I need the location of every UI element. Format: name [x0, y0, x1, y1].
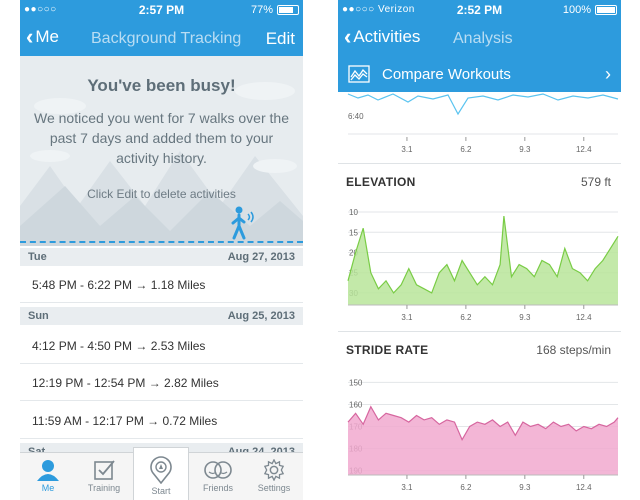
- elevation-title: ELEVATION: [346, 175, 416, 189]
- banner-hint: Click Edit to delete activities: [87, 187, 236, 201]
- tab-label: Me: [41, 483, 55, 493]
- back-label: Me: [35, 27, 59, 46]
- pace-chart: 6:40 3.1 6.2 9.3 12.4: [347, 93, 619, 154]
- tab-training[interactable]: Training: [76, 453, 132, 500]
- friends-icon: [204, 461, 232, 479]
- x-tick-label: 12.4: [576, 483, 592, 492]
- activity-row[interactable]: 5:48 PM - 6:22 PM → 1.18 Miles: [20, 266, 303, 303]
- banner-title: You've been busy!: [87, 76, 236, 95]
- battery-icon: [595, 5, 617, 15]
- y-tick-label: 150: [349, 378, 363, 387]
- tab-settings[interactable]: Settings: [246, 453, 302, 500]
- day-header: Tue Aug 27, 2013: [20, 248, 303, 266]
- chevron-left-icon: ‹: [344, 24, 352, 49]
- x-tick-label: 3.1: [401, 483, 413, 492]
- x-tick-label: 3.1: [401, 145, 413, 154]
- day-name: Sun: [28, 310, 49, 322]
- chart-lines-icon: [348, 65, 370, 83]
- tab-bar: Me Training Start Friends Settings: [20, 447, 303, 500]
- tab-friends[interactable]: Friends: [190, 453, 246, 500]
- day-date: Aug 27, 2013: [227, 251, 295, 263]
- checkbox-icon: [94, 460, 115, 480]
- activity-text: 4:12 PM - 4:50 PM → 2.53 Miles: [32, 339, 206, 353]
- signal-dots: ●●○○○: [342, 4, 375, 15]
- tab-start[interactable]: Start: [133, 447, 189, 500]
- x-tick-label: 6.2: [460, 145, 472, 154]
- busy-banner: You've been busy! We noticed you went fo…: [20, 56, 303, 246]
- activity-row[interactable]: 4:12 PM - 4:50 PM → 2.53 Miles: [20, 327, 303, 364]
- elevation-chart: 30252015103.16.29.312.4: [347, 208, 619, 322]
- activity-text: 12:19 PM - 12:54 PM → 2.82 Miles: [32, 376, 219, 390]
- y-tick-label: 20: [349, 248, 358, 257]
- back-button[interactable]: ‹ Activities: [344, 24, 421, 49]
- compare-workouts-button[interactable]: Compare Workouts ›: [338, 56, 621, 92]
- signal-dots: ●●○○○: [24, 4, 57, 15]
- stride-rate-title: STRIDE RATE: [346, 343, 429, 357]
- elevation-series-line: [347, 216, 619, 294]
- page-title: Background Tracking: [91, 30, 242, 47]
- edit-button[interactable]: Edit: [265, 29, 295, 48]
- back-button[interactable]: ‹ Me: [26, 24, 59, 49]
- stride-rate-value: 168 steps/min: [536, 343, 611, 357]
- section-divider: [338, 331, 621, 332]
- stride-rate-series-area: [348, 406, 618, 475]
- carrier-name: Verizon: [377, 4, 415, 15]
- status-bar: ●●○○○ 2:57 PM 77%: [20, 0, 303, 20]
- y-tick-label: 15: [349, 228, 358, 237]
- x-tick-label: 12.4: [576, 313, 592, 322]
- tab-me[interactable]: Me: [20, 453, 76, 500]
- elevation-series-area: [348, 216, 618, 305]
- banner-text: We noticed you went for 7 walks over the…: [34, 110, 289, 166]
- compare-label: Compare Workouts: [382, 66, 511, 83]
- y-tick-label: 10: [349, 208, 358, 217]
- x-tick-label: 3.1: [401, 313, 413, 322]
- y-tick-label: 6:40: [348, 112, 364, 121]
- page-title: Analysis: [453, 30, 513, 47]
- location-pin-icon: [150, 456, 172, 484]
- status-right: 100%: [563, 4, 617, 16]
- day-date: Aug 25, 2013: [227, 310, 295, 322]
- x-tick-label: 9.3: [519, 313, 531, 322]
- banner-dashed-line: [20, 241, 303, 243]
- x-tick-label: 6.2: [460, 313, 472, 322]
- status-time: 2:57 PM: [138, 3, 185, 17]
- x-tick-label: 9.3: [519, 145, 531, 154]
- gear-icon: [263, 459, 285, 481]
- tab-label: Training: [87, 483, 121, 493]
- right-phone-screen: ●●○○○ Verizon 2:52 PM 100% ‹ Activities …: [338, 0, 621, 500]
- day-header: Sun Aug 25, 2013: [20, 307, 303, 325]
- elevation-value: 579 ft: [580, 175, 611, 189]
- pace-series-line: [347, 93, 619, 116]
- tab-label: Settings: [257, 483, 291, 493]
- person-icon: [37, 460, 59, 481]
- y-tick-label: 160: [349, 400, 363, 409]
- stride-rate-series-line: [347, 405, 619, 442]
- chevron-right-icon: ›: [605, 64, 611, 84]
- x-tick-label: 9.3: [519, 483, 531, 492]
- day-name: Tue: [28, 251, 47, 263]
- status-bar: ●●○○○ Verizon 2:52 PM 100%: [338, 0, 621, 20]
- chevron-left-icon: ‹: [26, 24, 34, 49]
- stride-rate-chart: 1901801701601503.16.29.312.4: [347, 378, 619, 492]
- status-time: 2:52 PM: [456, 3, 503, 17]
- back-label: Activities: [353, 27, 421, 46]
- activity-text: 11:59 AM - 12:17 PM → 0.72 Miles: [32, 414, 218, 428]
- battery-percent: 77%: [250, 4, 273, 16]
- tab-label: Friends: [202, 483, 233, 493]
- activity-row[interactable]: 12:19 PM - 12:54 PM → 2.82 Miles: [20, 364, 303, 401]
- section-divider: [338, 163, 621, 164]
- battery-icon: [277, 5, 299, 15]
- signal-carrier: ●●○○○ Verizon: [342, 4, 415, 15]
- tab-label: Start: [151, 486, 171, 496]
- walker-icon: [231, 206, 254, 240]
- nav-bar: ‹ Me Background Tracking Edit: [20, 20, 303, 56]
- left-phone-screen: ●●○○○ 2:57 PM 77% ‹ Me Background Tracki…: [20, 0, 303, 500]
- activity-row[interactable]: 11:59 AM - 12:17 PM → 0.72 Miles: [20, 402, 303, 439]
- nav-bar: ‹ Activities Analysis: [338, 20, 621, 56]
- activity-text: 5:48 PM - 6:22 PM → 1.18 Miles: [32, 278, 206, 292]
- status-right: 77%: [251, 4, 299, 16]
- x-tick-label: 12.4: [576, 145, 592, 154]
- battery-percent: 100%: [562, 4, 591, 16]
- x-tick-label: 6.2: [460, 483, 472, 492]
